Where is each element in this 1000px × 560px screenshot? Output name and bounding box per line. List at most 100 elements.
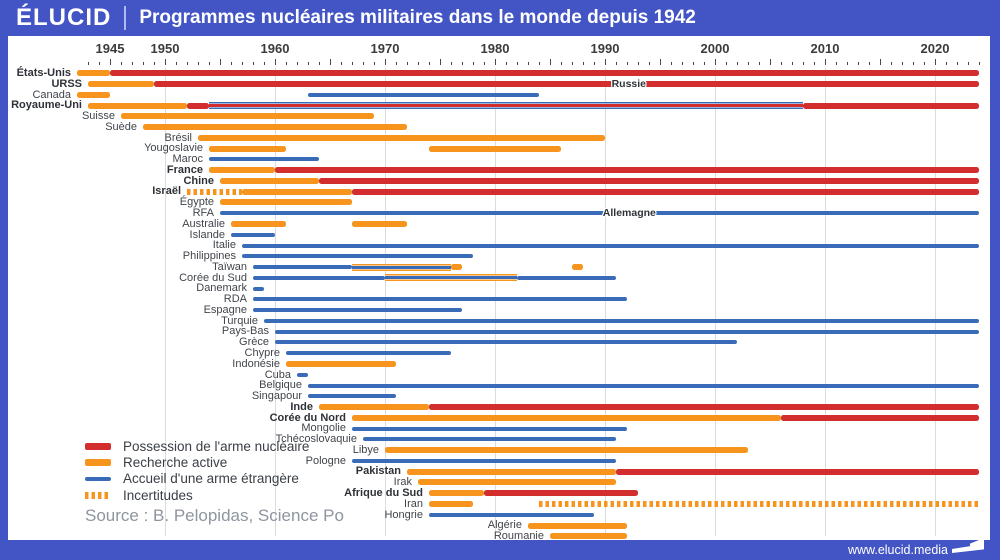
- axis-tick: [770, 59, 771, 65]
- bar-accueil: [308, 394, 396, 399]
- axis-tick: [847, 62, 848, 65]
- bar-accueil: [286, 351, 451, 356]
- legend-label: Accueil d'une arme étrangère: [123, 471, 299, 487]
- bar-recherche_accueil: [385, 274, 517, 282]
- bar-accueil: [429, 512, 594, 517]
- axis-tick: [352, 62, 353, 65]
- axis-tick: [385, 59, 386, 65]
- axis-tick: [583, 62, 584, 65]
- bar-accueil: [264, 318, 979, 323]
- bar-recherche: [121, 113, 374, 120]
- axis-tick: [616, 62, 617, 65]
- country-label: Turquie: [221, 314, 258, 327]
- bar-recherche_accueil: [352, 263, 451, 271]
- axis-tick: [792, 62, 793, 65]
- axis-tick: [506, 62, 507, 65]
- country-label: Israël: [152, 185, 181, 198]
- bar-accueil: [253, 265, 352, 270]
- axis-tick: [704, 62, 705, 65]
- bar-possession_accueil: [209, 102, 803, 109]
- axis-tick: [528, 62, 529, 65]
- elucid-logo: ÉLUCID: [16, 4, 112, 31]
- axis-tick: [110, 59, 111, 65]
- bar-recherche: [385, 447, 748, 454]
- country-label: RFA: [192, 207, 214, 219]
- axis-tick: [946, 62, 947, 65]
- axis-tick: [660, 59, 661, 65]
- axis-label-1960: 1960: [260, 41, 290, 56]
- axis-label-1950: 1950: [150, 41, 180, 56]
- axis-label-2020: 2020: [920, 41, 950, 56]
- axis-tick: [231, 62, 232, 65]
- bar-possession: [803, 102, 979, 109]
- country-label: Roumanie: [493, 530, 544, 543]
- axis-tick: [363, 62, 364, 65]
- gridline-1950: [165, 68, 166, 536]
- axis-tick: [968, 62, 969, 65]
- axis-tick: [198, 62, 199, 65]
- axis-tick: [627, 62, 628, 65]
- bar-possession: [187, 102, 209, 109]
- axis-tick: [781, 62, 782, 65]
- bar-accueil: [253, 297, 627, 302]
- axis-label-1945: 1945: [95, 41, 125, 56]
- legend-item-possession: Possession de l'arme nucléaire: [85, 438, 365, 454]
- country-label: Hongrie: [384, 508, 423, 521]
- legend-label: Recherche active: [123, 455, 228, 471]
- axis-tick: [209, 62, 210, 65]
- country-label: Royaume-Uni: [11, 99, 82, 112]
- legend-item-accueil: Accueil d'une arme étrangère: [85, 471, 365, 487]
- axis-tick: [330, 59, 331, 65]
- bar-recherche: [220, 177, 319, 184]
- bar-accueil: [363, 437, 616, 442]
- right-border: [990, 0, 1000, 560]
- country-label: Afrique du Sud: [344, 487, 423, 500]
- gridline-1960: [275, 68, 276, 536]
- country-label: Tchécoslovaquie: [275, 433, 357, 446]
- country-label: France: [166, 163, 203, 176]
- country-label: Iran: [404, 497, 423, 510]
- bar-accueil: [275, 329, 979, 334]
- axis-tick: [297, 62, 298, 65]
- legend-swatch-recherche: [85, 459, 111, 467]
- axis-tick: [187, 62, 188, 65]
- country-label: Maroc: [172, 153, 203, 166]
- axis-tick: [407, 62, 408, 65]
- axis-tick: [264, 62, 265, 65]
- header-separator: [124, 6, 127, 30]
- axis-tick: [517, 62, 518, 65]
- axis-label-1970: 1970: [370, 41, 400, 56]
- source-caption: Source : B. Pelopidas, Science Po: [85, 506, 344, 525]
- country-label: Algérie: [487, 519, 522, 532]
- bar-possession: [275, 167, 979, 174]
- axis-tick: [396, 62, 397, 65]
- country-label: Irak: [393, 476, 412, 489]
- legend-label: Incertitudes: [123, 487, 193, 503]
- bar-recherche: [319, 404, 429, 411]
- bar-possession: [352, 188, 979, 195]
- bar-accueil: [308, 383, 979, 388]
- bar-recherche: [242, 188, 352, 195]
- bar-recherche: [418, 479, 616, 486]
- bar-recherche: [77, 70, 110, 77]
- bar-incertitudes: [187, 188, 242, 195]
- country-label: Singapour: [251, 390, 302, 403]
- bar-recherche: [77, 91, 110, 98]
- axis-tick: [957, 62, 958, 65]
- bar-recherche: [231, 220, 286, 227]
- bar-accueil: [220, 211, 979, 216]
- page-title: Programmes nucléaires militaires dans le…: [139, 7, 696, 28]
- legend-swatch-possession: [85, 442, 111, 450]
- axis-tick: [737, 62, 738, 65]
- axis-tick: [935, 59, 936, 65]
- axis-tick: [99, 62, 100, 65]
- axis-tick: [924, 62, 925, 65]
- axis-tick: [451, 62, 452, 65]
- bar-possession: [154, 80, 979, 87]
- bar-recherche: [198, 134, 605, 141]
- axis-tick: [132, 62, 133, 65]
- bar-accueil: [209, 157, 319, 162]
- gridline-2010: [825, 68, 826, 536]
- bar-recherche: [209, 167, 275, 174]
- country-label: Philippines: [182, 250, 236, 263]
